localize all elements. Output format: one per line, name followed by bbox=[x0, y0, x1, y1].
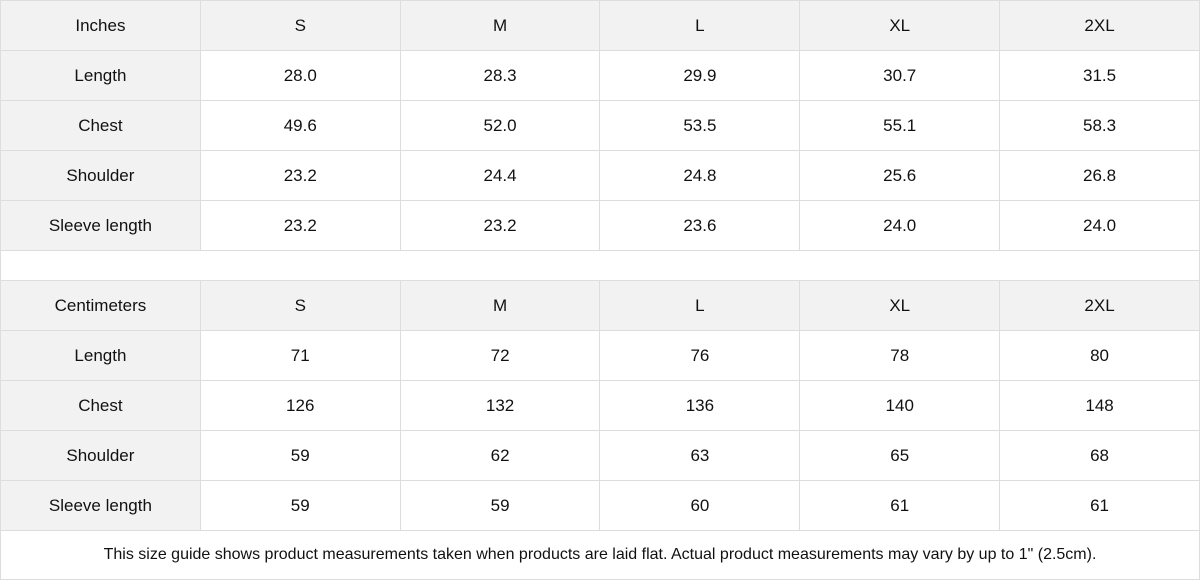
row-label: Chest bbox=[1, 381, 201, 431]
header-row: Inches S M L XL 2XL bbox=[1, 1, 1200, 51]
row-label: Sleeve length bbox=[1, 481, 201, 531]
measurement-cell: 53.5 bbox=[600, 101, 801, 151]
size-header-m: M bbox=[400, 1, 601, 51]
measurement-cell: 71 bbox=[200, 331, 401, 381]
size-header-2xl: 2XL bbox=[1000, 1, 1200, 51]
measurement-cell: 72 bbox=[400, 331, 601, 381]
measurement-cell: 126 bbox=[200, 381, 401, 431]
measurement-cell: 23.2 bbox=[200, 151, 401, 201]
measurement-cell: 30.7 bbox=[800, 51, 1001, 101]
centimeters-table: Centimeters S M L XL 2XL Length 71 72 76 78 80 Chest… bbox=[0, 280, 1200, 531]
measurement-cell: 31.5 bbox=[1000, 51, 1200, 101]
measurement-cell: 24.0 bbox=[1000, 201, 1200, 251]
measurement-cell: 140 bbox=[800, 381, 1001, 431]
measurement-cell: 29.9 bbox=[600, 51, 801, 101]
row-label: Shoulder bbox=[1, 151, 201, 201]
table-row: Sleeve length 23.2 23.2 23.6 24.0 24.0 bbox=[1, 201, 1200, 251]
measurement-cell: 24.4 bbox=[400, 151, 601, 201]
row-label: Length bbox=[1, 331, 201, 381]
size-guide-note: This size guide shows product measuremen… bbox=[0, 530, 1200, 580]
measurement-cell: 59 bbox=[400, 481, 601, 531]
size-header-2xl: 2XL bbox=[1000, 281, 1200, 331]
row-label: Chest bbox=[1, 101, 201, 151]
size-header-xl: XL bbox=[800, 281, 1001, 331]
row-label: Length bbox=[1, 51, 201, 101]
measurement-cell: 59 bbox=[200, 481, 401, 531]
measurement-cell: 23.2 bbox=[400, 201, 601, 251]
row-label: Shoulder bbox=[1, 431, 201, 481]
measurement-cell: 68 bbox=[1000, 431, 1200, 481]
measurement-cell: 23.2 bbox=[200, 201, 401, 251]
measurement-cell: 65 bbox=[800, 431, 1001, 481]
size-header-l: L bbox=[600, 281, 801, 331]
measurement-cell: 26.8 bbox=[1000, 151, 1200, 201]
measurement-cell: 61 bbox=[1000, 481, 1200, 531]
measurement-cell: 76 bbox=[600, 331, 801, 381]
measurement-cell: 23.6 bbox=[600, 201, 801, 251]
measurement-cell: 28.0 bbox=[200, 51, 401, 101]
table-row: Chest 49.6 52.0 53.5 55.1 58.3 bbox=[1, 101, 1200, 151]
measurement-cell: 62 bbox=[400, 431, 601, 481]
row-label: Sleeve length bbox=[1, 201, 201, 251]
table-spacer bbox=[0, 250, 1200, 280]
size-header-s: S bbox=[200, 1, 401, 51]
measurement-cell: 63 bbox=[600, 431, 801, 481]
inches-table: Inches S M L XL 2XL Length 28.0 28.3 29.9 30.7 31.5… bbox=[0, 0, 1200, 251]
table-row: Length 28.0 28.3 29.9 30.7 31.5 bbox=[1, 51, 1200, 101]
table-row: Sleeve length 59 59 60 61 61 bbox=[1, 481, 1200, 531]
size-header-s: S bbox=[200, 281, 401, 331]
measurement-cell: 25.6 bbox=[800, 151, 1001, 201]
measurement-cell: 78 bbox=[800, 331, 1001, 381]
measurement-cell: 148 bbox=[1000, 381, 1200, 431]
size-header-l: L bbox=[600, 1, 801, 51]
measurement-cell: 136 bbox=[600, 381, 801, 431]
header-row: Centimeters S M L XL 2XL bbox=[1, 281, 1200, 331]
measurement-cell: 52.0 bbox=[400, 101, 601, 151]
measurement-cell: 55.1 bbox=[800, 101, 1001, 151]
measurement-cell: 61 bbox=[800, 481, 1001, 531]
measurement-cell: 24.0 bbox=[800, 201, 1001, 251]
measurement-cell: 58.3 bbox=[1000, 101, 1200, 151]
measurement-cell: 28.3 bbox=[400, 51, 601, 101]
size-header-xl: XL bbox=[800, 1, 1001, 51]
measurement-cell: 59 bbox=[200, 431, 401, 481]
unit-header: Centimeters bbox=[1, 281, 201, 331]
table-row: Chest 126 132 136 140 148 bbox=[1, 381, 1200, 431]
measurement-cell: 49.6 bbox=[200, 101, 401, 151]
table-row: Shoulder 23.2 24.4 24.8 25.6 26.8 bbox=[1, 151, 1200, 201]
measurement-cell: 80 bbox=[1000, 331, 1200, 381]
unit-header: Inches bbox=[1, 1, 201, 51]
measurement-cell: 24.8 bbox=[600, 151, 801, 201]
table-row: Length 71 72 76 78 80 bbox=[1, 331, 1200, 381]
size-header-m: M bbox=[400, 281, 601, 331]
table-row: Shoulder 59 62 63 65 68 bbox=[1, 431, 1200, 481]
measurement-cell: 132 bbox=[400, 381, 601, 431]
measurement-cell: 60 bbox=[600, 481, 801, 531]
